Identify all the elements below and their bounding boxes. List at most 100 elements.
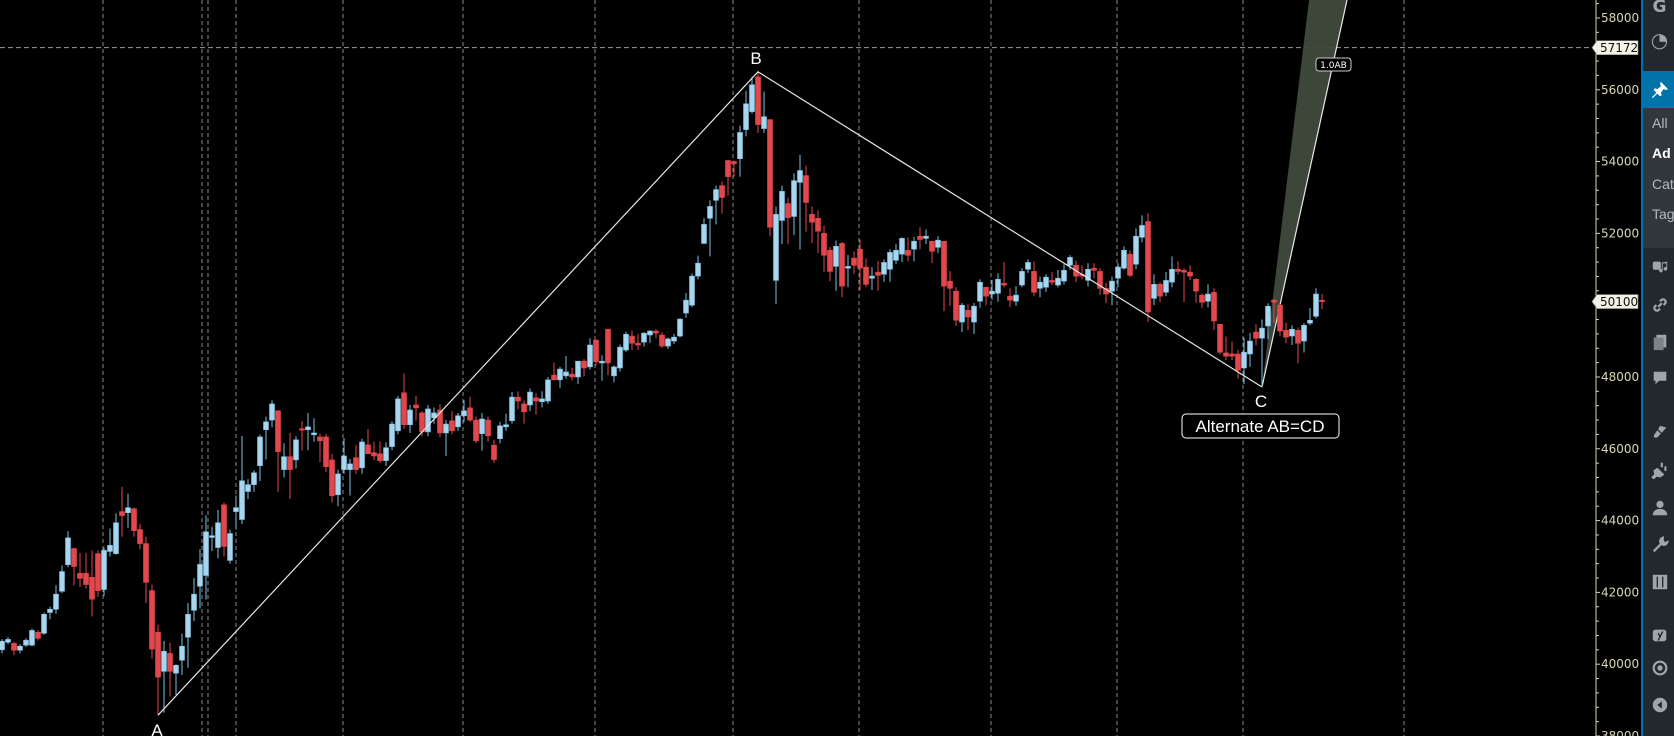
candle-body	[1127, 253, 1133, 276]
candle-body	[683, 299, 689, 314]
sliders-icon[interactable]	[1643, 567, 1674, 597]
candle-body	[545, 379, 551, 402]
candle-body	[1181, 270, 1187, 273]
candle-body	[923, 235, 929, 239]
candle	[977, 279, 983, 308]
candle	[563, 356, 569, 379]
candle-body	[137, 529, 143, 544]
candle-body	[725, 160, 731, 177]
candle-body	[1199, 294, 1205, 303]
candle-body	[251, 472, 257, 485]
candle	[989, 280, 995, 300]
price-tag-label: 50100	[1600, 295, 1638, 309]
comment-icon[interactable]	[1643, 363, 1674, 393]
candle-body	[641, 332, 647, 343]
candle-body	[263, 421, 269, 431]
candle-body	[1265, 305, 1271, 327]
eye-icon[interactable]	[1643, 653, 1674, 683]
candle	[533, 393, 539, 415]
candle	[1301, 323, 1307, 353]
candle	[767, 119, 773, 237]
candle-body	[857, 248, 863, 269]
candle	[299, 421, 305, 451]
candle-body	[569, 373, 575, 378]
candle	[323, 433, 329, 473]
submenu-item-tags[interactable]: Tag	[1652, 206, 1674, 222]
pattern-line-abc[interactable]	[157, 71, 1263, 716]
pages-icon[interactable]	[1643, 327, 1674, 357]
candle	[779, 185, 785, 245]
candle	[1031, 261, 1037, 297]
candle-body	[965, 309, 971, 318]
candle-body	[113, 522, 119, 554]
candle	[1151, 274, 1157, 306]
candle-body	[677, 318, 683, 337]
candle-body	[257, 436, 263, 466]
candle	[629, 330, 635, 351]
candle-body	[347, 463, 353, 470]
candle	[377, 441, 383, 464]
candle-body	[1163, 280, 1169, 293]
candle-body	[803, 175, 809, 203]
candle-body	[383, 447, 389, 461]
candle	[1211, 288, 1217, 330]
submenu-item-categories[interactable]: Cat	[1652, 176, 1674, 192]
candle-body	[863, 266, 869, 285]
candle-body	[191, 593, 197, 611]
candle-body	[1121, 249, 1127, 269]
candle	[281, 443, 287, 478]
candle-body	[887, 252, 893, 270]
candle	[17, 644, 23, 654]
candle	[839, 241, 845, 298]
candle	[773, 206, 779, 305]
user-icon[interactable]	[1643, 493, 1674, 523]
candle	[239, 435, 245, 525]
candle-body	[107, 545, 113, 552]
candle-body	[1307, 319, 1313, 324]
submenu-item-all[interactable]: All	[1652, 115, 1668, 131]
candle-body	[197, 564, 203, 587]
gauge-icon[interactable]: ◔	[1643, 25, 1674, 55]
candle	[701, 218, 707, 245]
yoast-icon[interactable]	[1643, 620, 1674, 650]
collapse-icon[interactable]	[1643, 690, 1674, 720]
pattern-name-box	[1181, 413, 1340, 439]
candle	[395, 396, 401, 435]
sidebar-item-posts[interactable]	[1643, 71, 1674, 108]
media-icon[interactable]	[1643, 252, 1674, 282]
google-g-icon[interactable]: G	[1643, 0, 1674, 22]
point-label-a: A	[151, 721, 163, 736]
candle	[1109, 276, 1115, 306]
candle	[869, 267, 875, 291]
candle	[677, 318, 683, 338]
candle-body	[1205, 293, 1211, 302]
plugin-icon[interactable]	[1643, 455, 1674, 485]
candle-body	[179, 645, 185, 661]
candle	[1055, 269, 1061, 288]
candle	[599, 355, 605, 381]
submenu-item-add[interactable]: Ad	[1652, 145, 1671, 161]
candle	[947, 271, 953, 306]
candle	[983, 286, 989, 306]
candle	[101, 547, 107, 596]
candle	[755, 71, 761, 133]
link-icon[interactable]	[1643, 290, 1674, 320]
candle-body	[1133, 235, 1139, 265]
candle	[311, 418, 317, 442]
candle	[65, 531, 71, 568]
candle-body	[941, 240, 947, 287]
candle-body	[773, 214, 779, 281]
candle	[971, 303, 977, 334]
candle	[671, 333, 677, 344]
brush-icon[interactable]	[1643, 417, 1674, 447]
candle	[455, 412, 461, 431]
price-axis[interactable]: 58000 56000 54000 52000 48000 46000 44000 42000…	[1595, 0, 1639, 736]
abcd-pattern[interactable]	[157, 71, 1263, 716]
candle	[1271, 299, 1277, 324]
candle	[569, 368, 575, 381]
candle	[293, 436, 299, 469]
candle	[0, 639, 5, 654]
candle-body	[839, 243, 845, 287]
wrench-icon[interactable]	[1643, 530, 1674, 560]
